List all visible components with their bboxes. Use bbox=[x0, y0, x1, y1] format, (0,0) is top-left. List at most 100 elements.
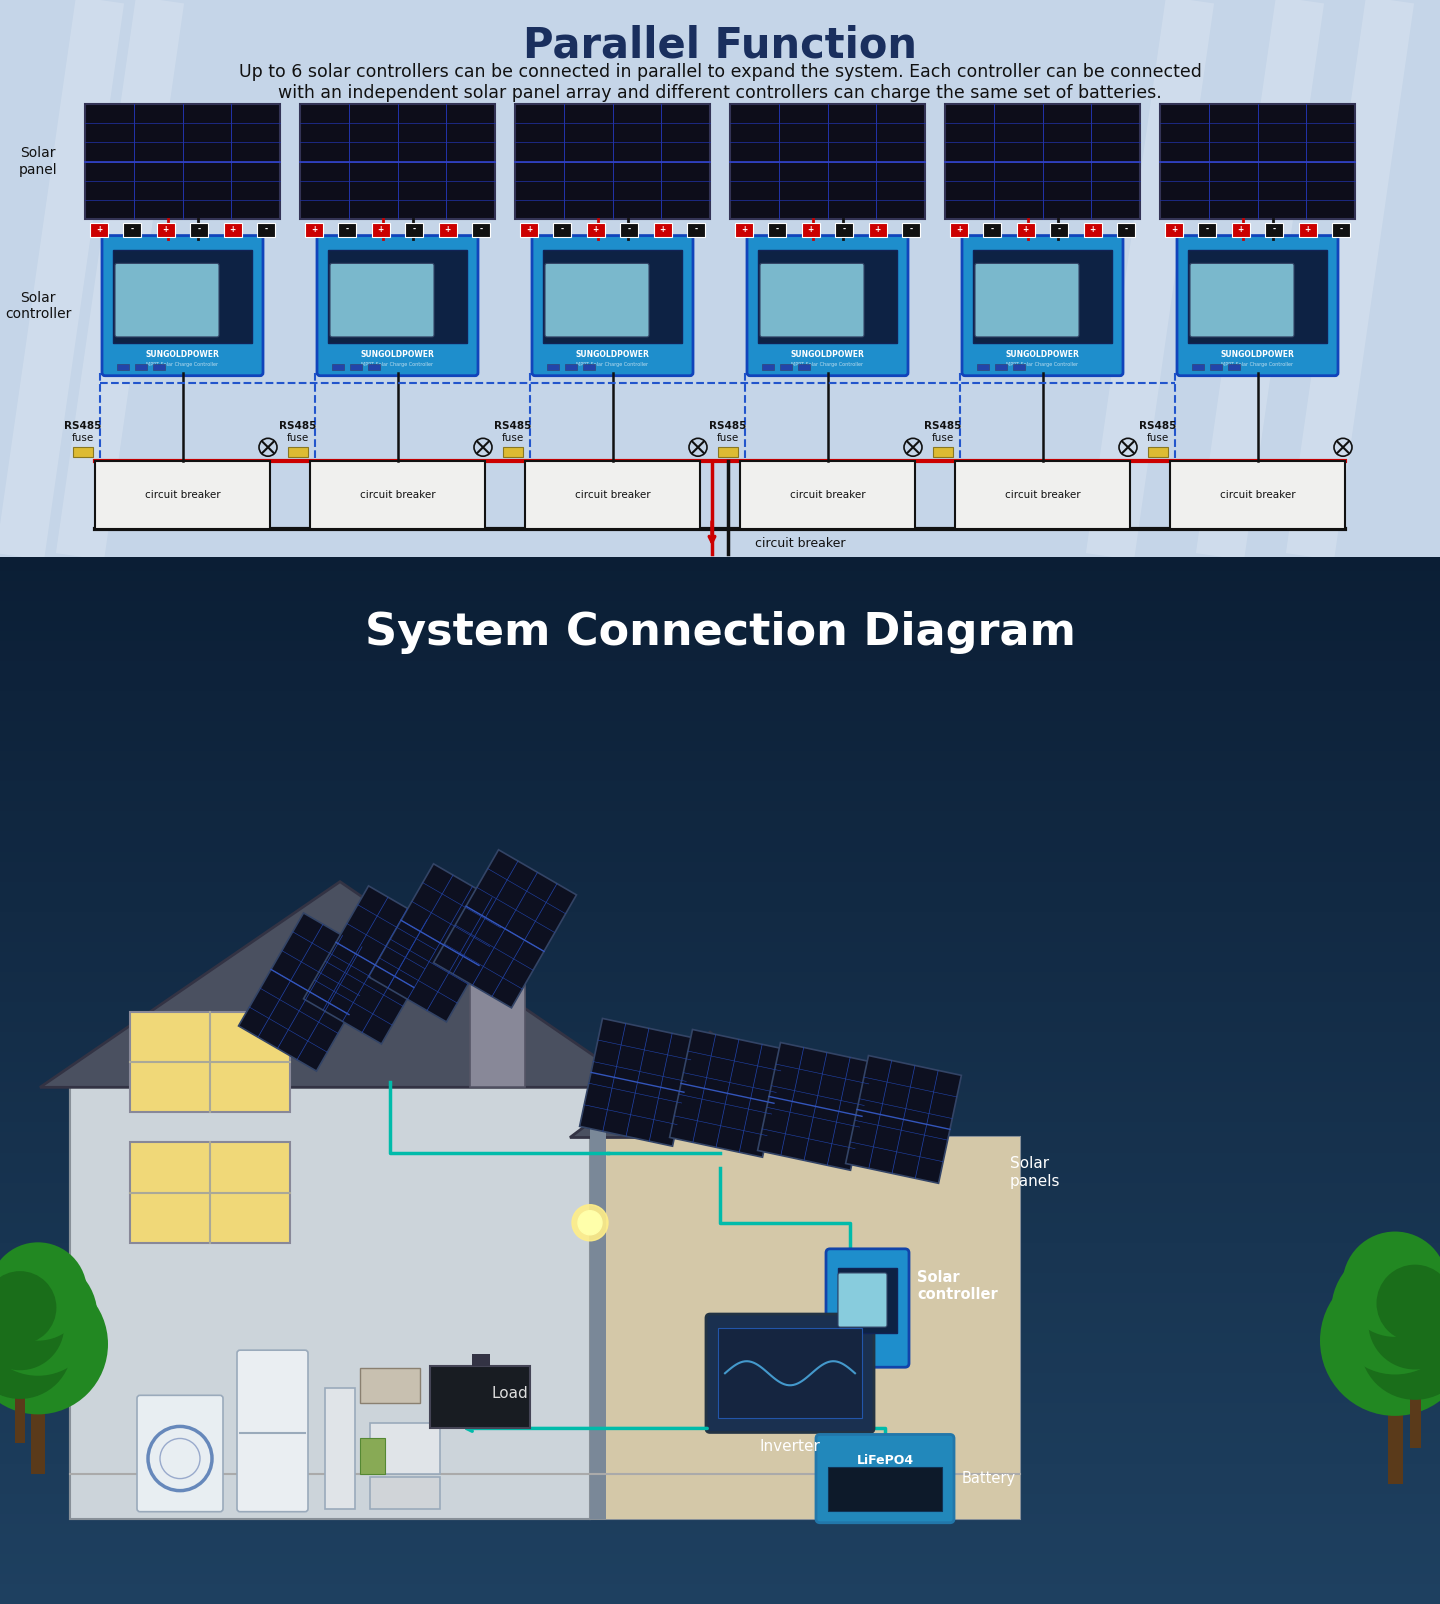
Bar bbox=[0, 670, 1440, 682]
Bar bbox=[0, 1463, 1440, 1474]
Text: circuit breaker: circuit breaker bbox=[144, 489, 220, 500]
Text: +: + bbox=[660, 225, 665, 234]
Bar bbox=[0, 1131, 1440, 1142]
Bar bbox=[0, 1201, 1440, 1213]
Bar bbox=[0, 791, 1440, 802]
Bar bbox=[564, 364, 577, 371]
Bar bbox=[300, 104, 495, 218]
Bar bbox=[0, 780, 1440, 791]
Bar bbox=[0, 1262, 1440, 1274]
Bar bbox=[0, 1161, 1440, 1173]
Bar bbox=[1165, 223, 1184, 236]
Bar bbox=[835, 223, 852, 236]
Bar bbox=[304, 885, 446, 1044]
Bar bbox=[89, 223, 108, 236]
Bar bbox=[0, 730, 1440, 741]
Bar bbox=[621, 223, 638, 236]
Bar bbox=[0, 569, 1440, 581]
FancyBboxPatch shape bbox=[975, 263, 1079, 337]
Bar bbox=[1188, 250, 1328, 343]
FancyBboxPatch shape bbox=[330, 263, 433, 337]
Bar bbox=[190, 223, 209, 236]
Text: fuse: fuse bbox=[717, 433, 739, 443]
Bar bbox=[0, 1503, 1440, 1514]
Text: -: - bbox=[1125, 225, 1128, 234]
Bar bbox=[124, 223, 141, 236]
Text: -: - bbox=[1339, 225, 1342, 234]
Text: -: - bbox=[628, 225, 631, 234]
Bar bbox=[0, 951, 1440, 962]
Bar bbox=[0, 1553, 1440, 1564]
Bar bbox=[130, 1012, 289, 1113]
Bar bbox=[85, 104, 279, 218]
Bar bbox=[0, 1041, 1440, 1052]
FancyBboxPatch shape bbox=[115, 263, 219, 337]
Text: MPPT Solar Charge Controller: MPPT Solar Charge Controller bbox=[361, 363, 433, 367]
Bar bbox=[0, 1081, 1440, 1092]
Bar bbox=[360, 1439, 384, 1474]
Bar bbox=[955, 462, 1130, 529]
Circle shape bbox=[0, 1243, 86, 1341]
Bar bbox=[0, 1142, 1440, 1153]
Text: fuse: fuse bbox=[932, 433, 955, 443]
Text: SUNGOLDPOWER: SUNGOLDPOWER bbox=[1005, 350, 1080, 359]
Bar bbox=[828, 1466, 942, 1511]
Bar bbox=[0, 1121, 1440, 1132]
Text: MPPT Solar Charge Controller: MPPT Solar Charge Controller bbox=[1007, 363, 1079, 367]
Bar bbox=[1161, 104, 1355, 218]
Text: -: - bbox=[413, 225, 416, 234]
Bar bbox=[0, 1031, 1440, 1043]
Text: RS485: RS485 bbox=[710, 422, 747, 431]
Polygon shape bbox=[570, 1031, 850, 1137]
Bar bbox=[0, 680, 1440, 691]
Text: circuit breaker: circuit breaker bbox=[575, 489, 651, 500]
Bar bbox=[0, 711, 1440, 722]
Bar bbox=[0, 550, 1440, 561]
Bar bbox=[73, 448, 94, 457]
FancyBboxPatch shape bbox=[544, 263, 649, 337]
Bar bbox=[757, 1043, 874, 1171]
Bar bbox=[0, 1051, 1440, 1062]
Bar bbox=[0, 890, 1440, 901]
Circle shape bbox=[1368, 1275, 1440, 1370]
Bar bbox=[472, 1354, 490, 1367]
Bar bbox=[0, 991, 1440, 1002]
Text: -: - bbox=[910, 225, 913, 234]
Bar bbox=[1388, 1394, 1403, 1484]
Bar bbox=[0, 1182, 1440, 1193]
Text: -: - bbox=[346, 225, 348, 234]
Bar bbox=[472, 223, 490, 236]
Bar bbox=[310, 462, 485, 529]
Bar bbox=[1083, 223, 1102, 236]
Bar bbox=[433, 850, 576, 1007]
Bar bbox=[1169, 462, 1345, 529]
Bar bbox=[0, 720, 1440, 731]
Bar bbox=[370, 1477, 441, 1509]
Bar bbox=[0, 821, 1440, 831]
Bar bbox=[0, 650, 1440, 661]
FancyBboxPatch shape bbox=[816, 1434, 953, 1522]
Bar bbox=[0, 600, 1440, 611]
Bar bbox=[0, 1362, 1440, 1373]
Bar bbox=[0, 1102, 1440, 1113]
Bar bbox=[995, 364, 1007, 371]
Bar bbox=[157, 223, 174, 236]
Text: Up to 6 solar controllers can be connected in parallel to expand the system. Eac: Up to 6 solar controllers can be connect… bbox=[239, 63, 1201, 80]
Bar bbox=[0, 1373, 1440, 1383]
Bar bbox=[838, 1267, 897, 1333]
Bar bbox=[588, 223, 605, 236]
Bar bbox=[0, 1071, 1440, 1083]
Bar bbox=[976, 364, 989, 371]
Bar bbox=[0, 1251, 1440, 1262]
Text: SUNGOLDPOWER: SUNGOLDPOWER bbox=[1221, 350, 1295, 359]
Bar bbox=[580, 1019, 696, 1147]
Bar bbox=[0, 630, 1440, 642]
Bar bbox=[757, 250, 897, 343]
Bar bbox=[0, 1331, 1440, 1343]
Bar bbox=[372, 223, 390, 236]
Text: -: - bbox=[1057, 225, 1061, 234]
Bar bbox=[950, 223, 968, 236]
Text: +: + bbox=[740, 225, 747, 234]
Bar bbox=[95, 462, 271, 529]
Circle shape bbox=[0, 1294, 72, 1399]
